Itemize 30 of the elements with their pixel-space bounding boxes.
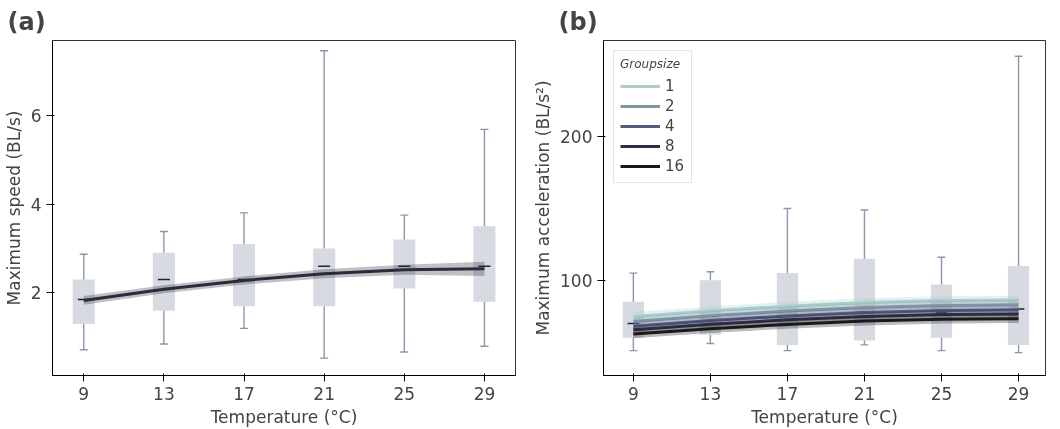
y-tick-label: 6 [30,105,42,126]
x-tick-label: 25 [930,383,953,404]
x-tick-label: 25 [393,383,416,404]
x-tick-label: 29 [473,383,496,404]
x-axis-title: Temperature (°C) [750,406,898,427]
x-tick-label: 17 [776,383,799,404]
y-axis-title: Maximum acceleration (BL/s²) [533,80,554,336]
x-tick-label: 21 [853,383,876,404]
legend-label: 4 [665,117,676,135]
x-axis-title: Temperature (°C) [209,406,358,427]
x-tick-label: 29 [1007,383,1030,404]
chart-title: (b) [558,7,598,36]
x-tick-label: 9 [78,383,90,404]
y-tick-label: 100 [560,270,593,291]
y-axis-title: Maximum speed (BL/s) [3,110,24,306]
legend-label: 16 [665,157,685,175]
legend-label: 2 [665,97,676,115]
x-tick-label: 13 [699,383,722,404]
y-tick-label: 200 [560,127,593,148]
line-series [82,267,486,302]
x-tick-label: 13 [153,383,175,404]
legend-title: Groupsize [620,57,682,71]
x-tick-label: 9 [627,383,639,404]
y-tick-label: 2 [30,283,42,304]
x-tick-label: 21 [313,383,335,404]
y-tick-label: 4 [30,194,42,215]
legend-label: 8 [665,137,676,155]
legend-label: 1 [665,77,676,95]
x-tick-label: 17 [233,383,255,404]
chart-title: (a) [7,7,46,36]
